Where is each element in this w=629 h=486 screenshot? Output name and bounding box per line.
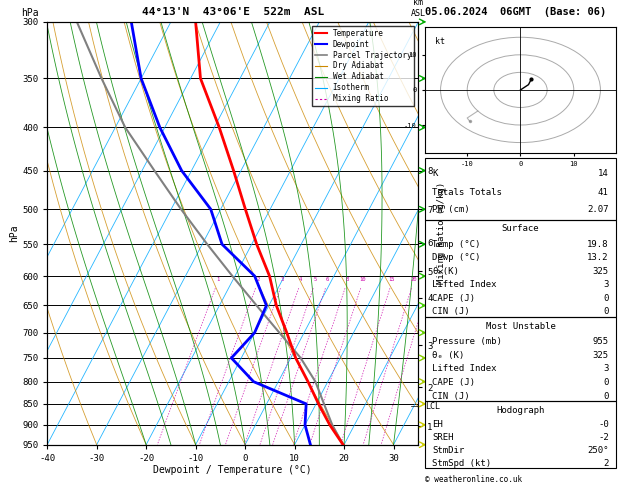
Text: StmSpd (kt): StmSpd (kt)	[432, 459, 491, 468]
Text: 15: 15	[389, 277, 395, 282]
Text: Pressure (mb): Pressure (mb)	[432, 337, 502, 346]
Text: 955: 955	[593, 337, 609, 346]
Text: CIN (J): CIN (J)	[432, 392, 470, 400]
Text: 10: 10	[359, 277, 366, 282]
Text: Totals Totals: Totals Totals	[432, 188, 502, 197]
Text: θₑ (K): θₑ (K)	[432, 351, 464, 360]
Legend: Temperature, Dewpoint, Parcel Trajectory, Dry Adiabat, Wet Adiabat, Isotherm, Mi: Temperature, Dewpoint, Parcel Trajectory…	[312, 26, 415, 106]
Y-axis label: hPa: hPa	[9, 225, 19, 242]
Text: 14: 14	[598, 170, 609, 178]
Text: hPa: hPa	[21, 8, 39, 17]
Text: 6: 6	[326, 277, 329, 282]
Text: Temp (°C): Temp (°C)	[432, 240, 481, 249]
Y-axis label: Mixing Ratio (g/kg): Mixing Ratio (g/kg)	[437, 182, 446, 284]
Text: 41: 41	[598, 188, 609, 197]
Text: 250°: 250°	[587, 446, 609, 455]
Text: SREH: SREH	[432, 433, 454, 442]
Text: 0: 0	[603, 392, 609, 400]
Text: Hodograph: Hodograph	[496, 406, 545, 415]
Text: 1: 1	[216, 277, 219, 282]
Text: θₑ(K): θₑ(K)	[432, 267, 459, 276]
Text: 3: 3	[281, 277, 284, 282]
Text: 3: 3	[603, 280, 609, 289]
Text: 2: 2	[256, 277, 259, 282]
Text: CAPE (J): CAPE (J)	[432, 378, 476, 387]
Text: 325: 325	[593, 267, 609, 276]
Text: 0: 0	[603, 294, 609, 303]
Text: 19.8: 19.8	[587, 240, 609, 249]
Bar	[425, 158, 616, 220]
Text: 3: 3	[603, 364, 609, 373]
Text: EH: EH	[432, 420, 443, 429]
Text: 05.06.2024  06GMT  (Base: 06): 05.06.2024 06GMT (Base: 06)	[425, 7, 606, 17]
Text: 13.2: 13.2	[587, 253, 609, 262]
Text: CIN (J): CIN (J)	[432, 307, 470, 316]
Text: kt: kt	[435, 37, 445, 46]
Bar	[425, 220, 616, 317]
Text: StmDir: StmDir	[432, 446, 464, 455]
Text: Surface: Surface	[502, 225, 539, 233]
Text: PW (cm): PW (cm)	[432, 205, 470, 214]
Text: 5: 5	[314, 277, 317, 282]
X-axis label: Dewpoint / Temperature (°C): Dewpoint / Temperature (°C)	[153, 466, 312, 475]
Text: km
ASL: km ASL	[411, 0, 426, 17]
Text: 8: 8	[345, 277, 348, 282]
Text: 2.07: 2.07	[587, 205, 609, 214]
Text: 44°13'N  43°06'E  522m  ASL: 44°13'N 43°06'E 522m ASL	[142, 7, 324, 17]
Text: 20: 20	[410, 277, 416, 282]
Text: -0: -0	[598, 420, 609, 429]
Text: Dewp (°C): Dewp (°C)	[432, 253, 481, 262]
Text: Most Unstable: Most Unstable	[486, 322, 555, 330]
Bar	[425, 401, 616, 469]
Text: 4: 4	[299, 277, 303, 282]
Text: LCL: LCL	[425, 401, 440, 411]
Text: 0: 0	[603, 307, 609, 316]
Text: Lifted Index: Lifted Index	[432, 280, 497, 289]
Text: 325: 325	[593, 351, 609, 360]
Bar	[425, 317, 616, 401]
Text: Lifted Index: Lifted Index	[432, 364, 497, 373]
Text: 2: 2	[603, 459, 609, 468]
Text: K: K	[432, 170, 438, 178]
Text: CAPE (J): CAPE (J)	[432, 294, 476, 303]
Text: -2: -2	[598, 433, 609, 442]
Text: © weatheronline.co.uk: © weatheronline.co.uk	[425, 474, 521, 484]
Text: 0: 0	[603, 378, 609, 387]
